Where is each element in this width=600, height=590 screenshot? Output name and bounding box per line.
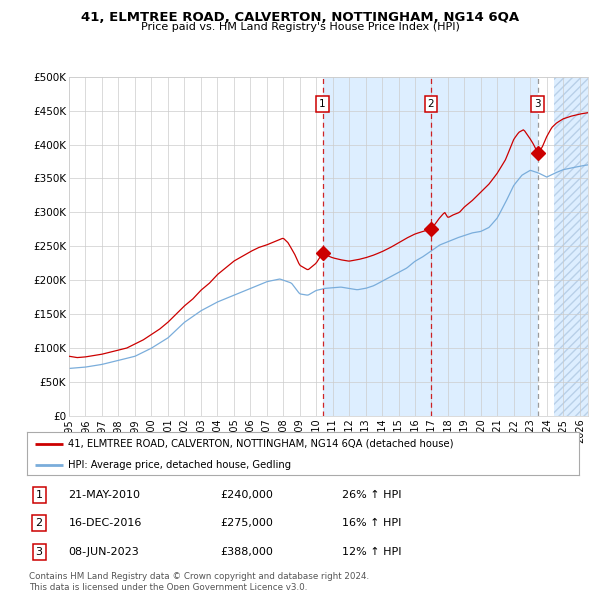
Text: Price paid vs. HM Land Registry's House Price Index (HPI): Price paid vs. HM Land Registry's House … — [140, 22, 460, 32]
Text: 26% ↑ HPI: 26% ↑ HPI — [341, 490, 401, 500]
Text: 16% ↑ HPI: 16% ↑ HPI — [341, 518, 401, 528]
Text: 1: 1 — [319, 99, 326, 109]
Text: 3: 3 — [534, 99, 541, 109]
Bar — [554, 77, 600, 416]
Text: This data is licensed under the Open Government Licence v3.0.: This data is licensed under the Open Gov… — [29, 583, 307, 590]
Text: 41, ELMTREE ROAD, CALVERTON, NOTTINGHAM, NG14 6QA: 41, ELMTREE ROAD, CALVERTON, NOTTINGHAM,… — [81, 11, 519, 24]
Text: 2: 2 — [35, 518, 43, 528]
Text: 2: 2 — [428, 99, 434, 109]
Text: 16-DEC-2016: 16-DEC-2016 — [68, 518, 142, 528]
Text: £240,000: £240,000 — [220, 490, 273, 500]
Text: HPI: Average price, detached house, Gedling: HPI: Average price, detached house, Gedl… — [68, 460, 292, 470]
Text: 21-MAY-2010: 21-MAY-2010 — [68, 490, 140, 500]
Text: 41, ELMTREE ROAD, CALVERTON, NOTTINGHAM, NG14 6QA (detached house): 41, ELMTREE ROAD, CALVERTON, NOTTINGHAM,… — [68, 439, 454, 449]
Text: 3: 3 — [35, 548, 43, 558]
Bar — [323, 77, 538, 416]
Text: 08-JUN-2023: 08-JUN-2023 — [68, 548, 139, 558]
Text: £388,000: £388,000 — [220, 548, 273, 558]
Text: 1: 1 — [35, 490, 43, 500]
Text: Contains HM Land Registry data © Crown copyright and database right 2024.: Contains HM Land Registry data © Crown c… — [29, 572, 369, 581]
Text: 12% ↑ HPI: 12% ↑ HPI — [341, 548, 401, 558]
Text: £275,000: £275,000 — [220, 518, 273, 528]
